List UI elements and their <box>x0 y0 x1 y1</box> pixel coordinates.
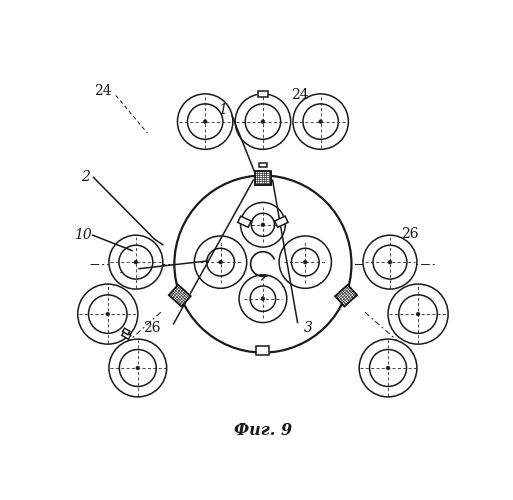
Text: Фиг. 9: Фиг. 9 <box>234 422 292 439</box>
Circle shape <box>187 104 223 140</box>
Circle shape <box>279 236 331 288</box>
Bar <box>122 332 131 339</box>
Circle shape <box>106 312 110 316</box>
Circle shape <box>303 260 307 264</box>
Circle shape <box>250 286 275 312</box>
Circle shape <box>388 284 448 344</box>
Circle shape <box>120 350 156 387</box>
Bar <box>255 172 271 185</box>
Circle shape <box>291 248 319 276</box>
Bar <box>335 285 357 306</box>
Circle shape <box>359 339 417 397</box>
Circle shape <box>89 295 127 334</box>
Circle shape <box>373 245 407 279</box>
Circle shape <box>261 297 265 300</box>
Circle shape <box>319 120 323 124</box>
Bar <box>259 163 267 168</box>
Bar <box>169 285 191 306</box>
Bar <box>256 346 269 354</box>
Text: 24: 24 <box>94 84 112 98</box>
Bar <box>335 285 357 306</box>
Bar <box>169 285 191 306</box>
Circle shape <box>119 245 153 279</box>
Text: 3: 3 <box>304 320 313 334</box>
Text: 2: 2 <box>81 170 89 184</box>
Circle shape <box>235 94 291 150</box>
Text: 1: 1 <box>218 103 227 117</box>
Circle shape <box>303 104 339 140</box>
Circle shape <box>388 260 392 264</box>
Circle shape <box>134 260 138 264</box>
Text: 16: 16 <box>119 262 136 276</box>
Circle shape <box>261 120 265 124</box>
Bar <box>274 216 288 228</box>
Circle shape <box>203 120 207 124</box>
Bar <box>238 216 251 228</box>
Circle shape <box>109 339 167 397</box>
Circle shape <box>251 213 274 236</box>
Circle shape <box>136 366 140 370</box>
Circle shape <box>194 236 247 288</box>
Bar <box>123 328 130 334</box>
Circle shape <box>293 94 348 150</box>
Circle shape <box>241 202 285 247</box>
Circle shape <box>109 235 163 289</box>
Circle shape <box>174 176 351 352</box>
Circle shape <box>78 284 138 344</box>
Bar <box>258 91 268 97</box>
Circle shape <box>399 295 437 334</box>
Circle shape <box>416 312 420 316</box>
Circle shape <box>261 223 265 226</box>
Text: 24: 24 <box>291 88 308 102</box>
Circle shape <box>386 366 390 370</box>
Circle shape <box>245 104 281 140</box>
Circle shape <box>207 248 234 276</box>
Text: 26: 26 <box>143 320 161 334</box>
Text: 26: 26 <box>401 227 419 241</box>
Circle shape <box>177 94 233 150</box>
Circle shape <box>369 350 406 387</box>
Bar <box>255 172 271 185</box>
Text: 10: 10 <box>74 228 92 242</box>
Circle shape <box>363 235 417 289</box>
Circle shape <box>239 275 287 322</box>
Circle shape <box>219 260 223 264</box>
